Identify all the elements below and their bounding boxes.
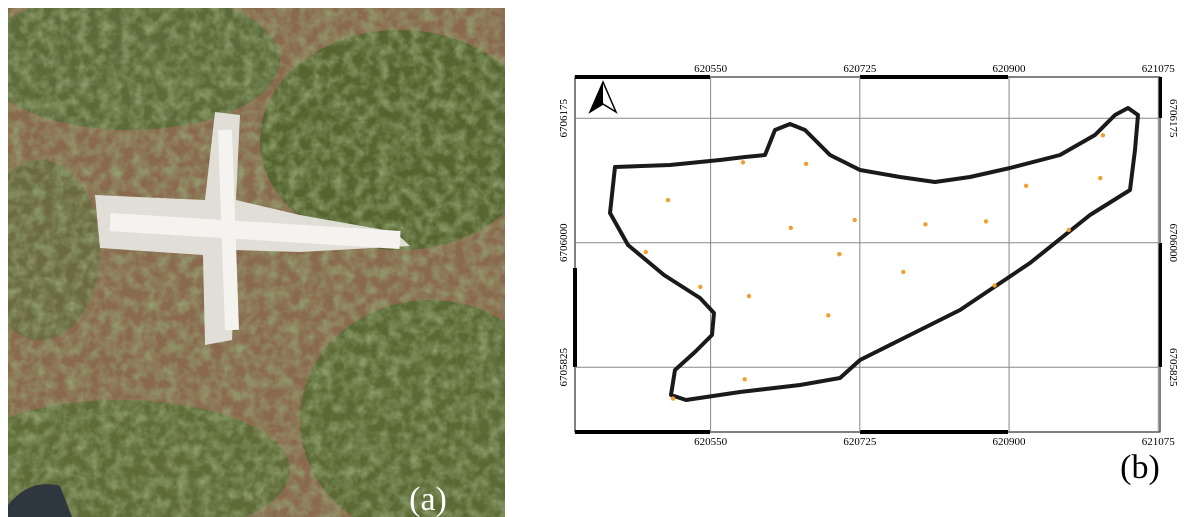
sample-point [743, 377, 747, 381]
x-tick-label: 620725 [843, 436, 877, 448]
sample-point [1024, 184, 1028, 188]
sample-point [923, 222, 927, 226]
panel-label: (b) [1120, 449, 1160, 486]
y-tick-label: 6705825 [1167, 348, 1179, 387]
sample-point [992, 283, 996, 287]
y-tick-label: 6706000 [558, 223, 570, 262]
x-tick-label: 620550 [694, 436, 728, 448]
y-tick-label: 6706000 [1167, 224, 1179, 263]
x-tick-label: 621075 [1142, 63, 1176, 75]
sample-point [984, 219, 988, 223]
sample-point [644, 250, 648, 254]
x-tick-label: 620725 [843, 63, 877, 75]
sample-point [1098, 176, 1102, 180]
x-tick-label: 620900 [993, 436, 1027, 448]
y-tick-label: 6705825 [558, 348, 570, 387]
x-tick-label: 620550 [694, 63, 728, 75]
x-tick-label: 620900 [993, 63, 1027, 75]
map: (b) 620550 620550 620725 620725 620900 620900… [558, 63, 1179, 486]
sample-point [837, 252, 841, 256]
sample-point [826, 313, 830, 317]
sample-point [747, 294, 751, 298]
sample-point [853, 218, 857, 222]
sample-point [666, 198, 670, 202]
sample-point [1067, 228, 1071, 232]
sample-point [789, 226, 793, 230]
y-tick-label: 6706175 [1167, 99, 1179, 138]
sample-point [671, 396, 675, 400]
y-tick-label: 6706175 [558, 99, 570, 138]
x-tick-label: 621075 [1142, 436, 1176, 448]
panel-label: (a) [409, 481, 447, 517]
photo: (a) [0, 0, 560, 517]
sample-point [804, 162, 808, 166]
sample-point [1101, 133, 1105, 137]
map-frame [575, 77, 1160, 432]
sample-point [698, 285, 702, 289]
sample-point [741, 160, 745, 164]
figure: (a) (b) 620550 620550 620725 620725 620900 62… [0, 0, 1187, 517]
sample-point [901, 270, 905, 274]
